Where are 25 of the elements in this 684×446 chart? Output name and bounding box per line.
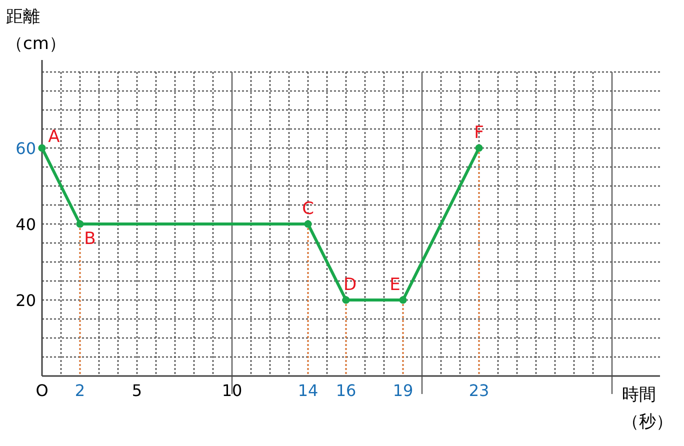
y-tick-label: 60 (16, 139, 36, 158)
y-tick-label: 20 (16, 291, 36, 310)
x-tick-label: O (36, 381, 48, 400)
point (304, 220, 312, 228)
annotation: E (390, 275, 400, 295)
x-tick-label: 23 (468, 381, 490, 400)
x-tick-label: 10 (222, 381, 242, 400)
annotation: F (474, 123, 484, 143)
y-axis-title: 距離（cm） (6, 6, 66, 56)
point (475, 144, 483, 152)
annotation: B (84, 229, 96, 249)
x-tick-label: 14 (298, 381, 318, 400)
point (399, 296, 407, 304)
annotation: C (302, 199, 314, 219)
y-tick-label: 40 (16, 215, 36, 234)
x-axis-title: 時間（秒） (622, 384, 673, 434)
point (38, 144, 46, 152)
annotation: D (343, 275, 357, 295)
x-tick-label: 19 (392, 381, 414, 400)
x-tick-label: 16 (336, 381, 356, 400)
point (342, 296, 350, 304)
x-tick-label: 2 (74, 381, 86, 400)
point (76, 220, 84, 228)
annotation: A (48, 127, 60, 147)
x-tick-label: 5 (132, 381, 142, 400)
